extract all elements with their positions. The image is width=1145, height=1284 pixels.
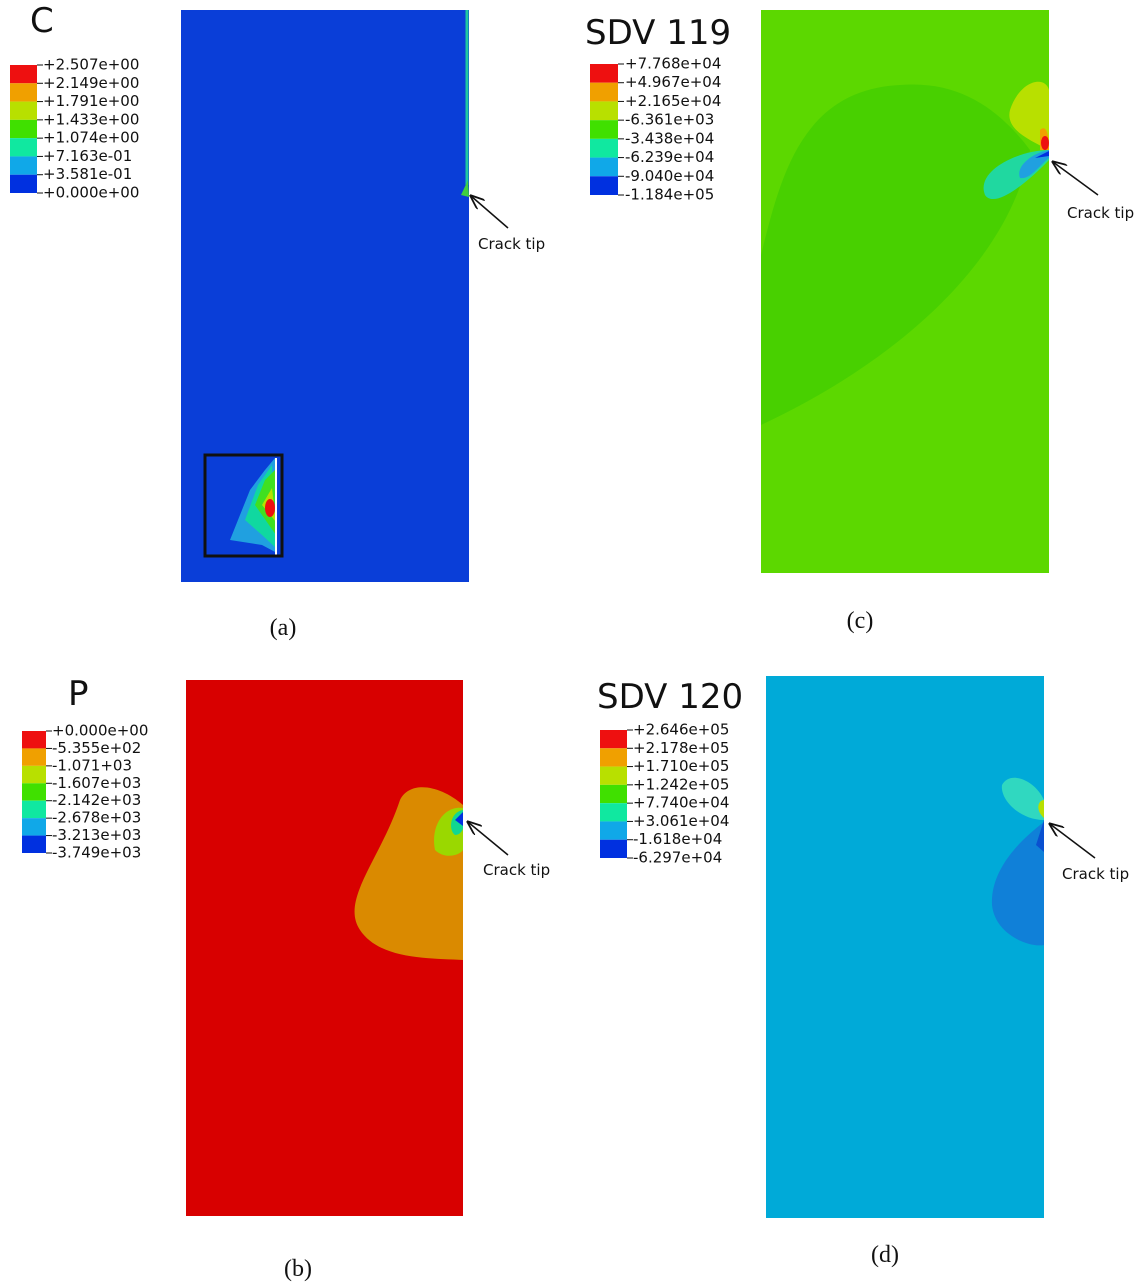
contour-zone [265, 499, 275, 517]
legend-swatch [590, 64, 618, 83]
panel-d: SDV 120 Crack tip (d) +2.646e+05+2.178e+… [597, 676, 1129, 1268]
contour-zone [991, 822, 1044, 946]
highlight-box [203, 453, 284, 558]
contour-zone [761, 84, 1030, 426]
contour-field [181, 10, 469, 582]
legend-label: +0.000e+00 [43, 184, 139, 202]
legend-title: SDV 120 [597, 677, 743, 717]
legend-label: -1.184e+05 [625, 186, 714, 204]
legend-label: +1.242e+05 [633, 775, 729, 793]
legend-label: -6.239e+04 [625, 148, 714, 166]
legend-swatch [22, 765, 46, 784]
legend-swatch [22, 800, 46, 819]
legend-label: +3.061e+04 [633, 812, 729, 830]
legend-title: SDV 119 [585, 13, 731, 53]
legend-label: -1.607e+03 [52, 774, 141, 792]
legend-title: C [30, 1, 54, 41]
legend-swatch [22, 818, 46, 836]
annotation-arrow [468, 822, 509, 856]
contour-field [766, 676, 1044, 1218]
legend-swatch [590, 138, 618, 158]
legend-swatch [22, 748, 46, 766]
legend-swatch [10, 174, 37, 193]
contour-zone [455, 812, 463, 826]
legend-label: -3.749e+03 [52, 844, 141, 862]
annotation: Crack tip [478, 235, 545, 253]
panel-a: C Crack tip (a) +2.507e+00+2.149e+00+1.7… [10, 1, 545, 641]
legend-label: -9.040e+04 [625, 167, 714, 185]
legend-swatch [600, 803, 627, 822]
legend-label: -2.678e+03 [52, 809, 141, 827]
legend-swatch [22, 783, 46, 801]
legend-label: +2.507e+00 [43, 56, 139, 74]
legend-swatch [10, 119, 37, 139]
legend-swatch [10, 138, 37, 157]
contour-zone [1041, 136, 1049, 150]
panel-b: P Crack tip (b) +0.000e+00-5.355e+02-1.0… [22, 674, 550, 1282]
caption: (a) [270, 615, 297, 641]
legend-label: -2.142e+03 [52, 791, 141, 809]
annotation-arrow [1050, 824, 1096, 859]
annotation-arrow [1053, 162, 1099, 196]
legend-swatch [600, 839, 627, 858]
legend-label: +7.768e+04 [625, 55, 721, 73]
annotation: Crack tip [483, 861, 550, 879]
legend-label: +2.165e+04 [625, 92, 721, 110]
legend-swatch [590, 120, 618, 139]
legend-swatch [600, 821, 627, 840]
legend-label: -6.361e+03 [625, 111, 714, 129]
legend-label: +2.149e+00 [43, 74, 139, 92]
legend-swatch [10, 156, 37, 175]
legend-label: +1.074e+00 [43, 129, 139, 147]
legend-label: +7.740e+04 [633, 794, 729, 812]
contour-zone [1038, 800, 1044, 818]
contour-zone [461, 180, 469, 197]
legend-label: +1.791e+00 [43, 92, 139, 110]
legend-swatch [590, 157, 618, 177]
annotation-arrow [471, 196, 509, 229]
caption: (b) [284, 1256, 312, 1282]
legend-label: +3.581e-01 [43, 165, 132, 183]
legend-swatch [590, 82, 618, 102]
panel-c: SDV 119 Crack tip (c) +7.768e+04+4.967e+… [585, 10, 1134, 634]
legend-swatch [10, 65, 37, 84]
legend-label: +4.967e+04 [625, 73, 721, 91]
legend-label: -5.355e+02 [52, 739, 141, 757]
caption: (c) [847, 608, 874, 634]
legend-swatch [22, 835, 46, 853]
legend-label: -1.618e+04 [633, 830, 722, 848]
legend-swatch [600, 766, 627, 785]
legend-swatch [600, 784, 627, 804]
legend-swatch [590, 101, 618, 121]
legend-label: +2.646e+05 [633, 721, 729, 739]
caption: (d) [871, 1242, 899, 1268]
legend-swatch [590, 176, 618, 195]
legend-label: +1.710e+05 [633, 757, 729, 775]
legend-swatch [600, 730, 627, 749]
annotation: Crack tip [1062, 865, 1129, 883]
legend-label: +2.178e+05 [633, 739, 729, 757]
contour-zone [1035, 151, 1049, 158]
legend-swatch [22, 731, 46, 749]
legend-swatch [10, 101, 37, 120]
legend-swatch [600, 748, 627, 767]
legend-label: -3.213e+03 [52, 826, 141, 844]
legend-label: -1.071+03 [52, 756, 132, 774]
annotation: Crack tip [1067, 204, 1134, 222]
legend-title: P [68, 674, 89, 714]
contour-zone [1036, 820, 1044, 852]
legend-label: +7.163e-01 [43, 147, 132, 165]
contour-zone [1001, 777, 1044, 820]
legend-label: +1.433e+00 [43, 110, 139, 128]
legend-label: -3.438e+04 [625, 129, 714, 147]
contour-zone [1009, 81, 1049, 150]
legend-label: +0.000e+00 [52, 722, 148, 740]
legend-swatch [10, 83, 37, 102]
legend-label: -6.297e+04 [633, 849, 722, 867]
